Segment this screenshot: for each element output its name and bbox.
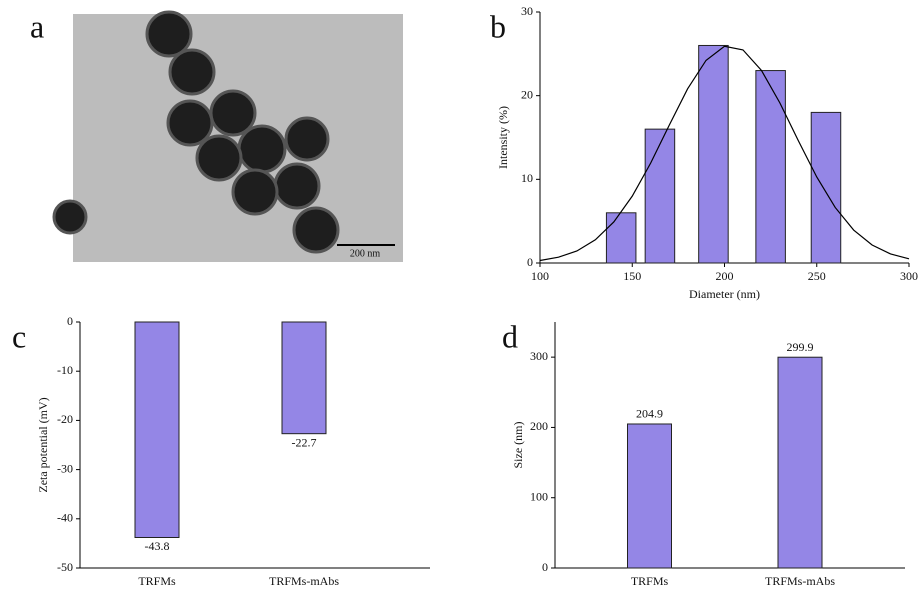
x-tick-label: TRFMs	[631, 574, 669, 588]
x-tick-label: 300	[900, 269, 918, 283]
bar	[627, 423, 672, 569]
bar	[644, 128, 676, 264]
data-label: -22.7	[292, 435, 317, 449]
data-label: -43.8	[145, 539, 170, 553]
panel-label: c	[12, 318, 26, 354]
bar	[755, 70, 786, 264]
y-tick-label: 0	[542, 560, 548, 574]
x-tick-label: TRFMs-mAbs	[269, 574, 339, 588]
y-tick-label: -40	[57, 511, 73, 525]
y-tick-label: 30	[521, 4, 533, 18]
y-tick-label: -50	[57, 560, 73, 574]
data-label: 204.9	[636, 407, 663, 421]
x-tick-label: 150	[623, 269, 641, 283]
y-tick-label: -10	[57, 363, 73, 377]
bar	[810, 111, 842, 264]
y-tick-label: 300	[530, 349, 548, 363]
y-tick-label: 200	[530, 419, 548, 433]
y-axis-label: Size (nm)	[511, 422, 525, 469]
x-tick-label: TRFMs	[138, 574, 176, 588]
bar	[605, 212, 637, 264]
particles	[52, 10, 340, 254]
fit-curve	[539, 45, 910, 262]
y-tick-label: 0	[67, 314, 73, 328]
bar	[777, 356, 823, 569]
y-axis-label: Intensity (%)	[496, 106, 510, 169]
scale-bar-label: 200 nm	[350, 248, 381, 259]
panel-label: b	[490, 8, 506, 44]
bar	[134, 321, 180, 538]
x-tick-label: TRFMs-mAbs	[765, 574, 835, 588]
y-tick-label: 0	[527, 255, 533, 269]
panel-label: a	[30, 8, 44, 44]
y-axis-label: Zeta potential (mV)	[36, 397, 50, 492]
image-background	[73, 14, 403, 262]
panel-label: d	[502, 318, 518, 354]
x-axis-label: Diameter (nm)	[689, 287, 760, 301]
x-tick-label: 200	[716, 269, 734, 283]
y-tick-label: -20	[57, 412, 73, 426]
x-tick-label: 250	[808, 269, 826, 283]
x-tick-label: 100	[531, 269, 549, 283]
y-tick-label: -30	[57, 461, 73, 475]
y-tick-label: 100	[530, 489, 548, 503]
y-tick-label: 10	[521, 171, 533, 185]
data-label: 299.9	[787, 340, 814, 354]
tem-image: 200 nm a	[30, 8, 403, 262]
bar	[698, 44, 729, 264]
bar	[281, 321, 327, 435]
y-tick-label: 20	[521, 87, 533, 101]
